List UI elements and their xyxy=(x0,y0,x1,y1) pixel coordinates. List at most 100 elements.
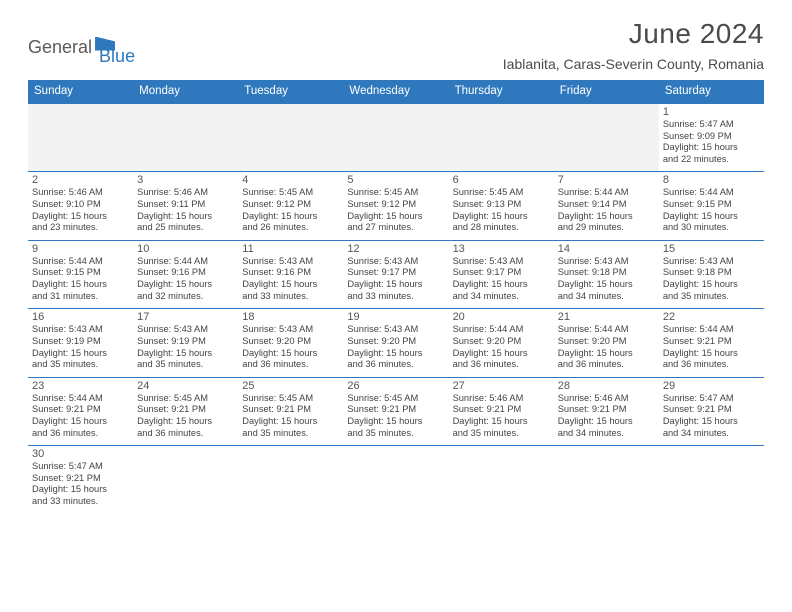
day-number: 29 xyxy=(663,380,760,392)
day-number: 12 xyxy=(347,243,444,255)
day-number: 27 xyxy=(453,380,550,392)
weekday-header: Thursday xyxy=(449,80,554,104)
brand-part1: General xyxy=(28,37,92,58)
day-info: Sunrise: 5:43 AMSunset: 9:17 PMDaylight:… xyxy=(453,256,550,302)
calendar-cell: 6Sunrise: 5:45 AMSunset: 9:13 PMDaylight… xyxy=(449,172,554,240)
day-info: Sunrise: 5:44 AMSunset: 9:20 PMDaylight:… xyxy=(453,324,550,370)
calendar-cell: 16Sunrise: 5:43 AMSunset: 9:19 PMDayligh… xyxy=(28,309,133,377)
calendar-cell: 2Sunrise: 5:46 AMSunset: 9:10 PMDaylight… xyxy=(28,172,133,240)
calendar-cell: 21Sunrise: 5:44 AMSunset: 9:20 PMDayligh… xyxy=(554,309,659,377)
page-title: June 2024 xyxy=(503,18,764,50)
weekday-header: Wednesday xyxy=(343,80,448,104)
calendar-cell-empty xyxy=(554,104,659,172)
calendar-cell: 11Sunrise: 5:43 AMSunset: 9:16 PMDayligh… xyxy=(238,240,343,308)
calendar-cell-empty xyxy=(133,446,238,514)
day-number: 3 xyxy=(137,174,234,186)
day-info: Sunrise: 5:46 AMSunset: 9:21 PMDaylight:… xyxy=(453,393,550,439)
weekday-header: Saturday xyxy=(659,80,764,104)
calendar-cell-empty xyxy=(28,104,133,172)
calendar-cell-empty xyxy=(133,104,238,172)
weekday-header: Monday xyxy=(133,80,238,104)
day-number: 19 xyxy=(347,311,444,323)
calendar-cell: 3Sunrise: 5:46 AMSunset: 9:11 PMDaylight… xyxy=(133,172,238,240)
day-number: 23 xyxy=(32,380,129,392)
day-info: Sunrise: 5:47 AMSunset: 9:09 PMDaylight:… xyxy=(663,119,760,165)
day-info: Sunrise: 5:44 AMSunset: 9:16 PMDaylight:… xyxy=(137,256,234,302)
calendar-table: SundayMondayTuesdayWednesdayThursdayFrid… xyxy=(28,80,764,514)
day-number: 1 xyxy=(663,106,760,118)
day-number: 26 xyxy=(347,380,444,392)
day-number: 6 xyxy=(453,174,550,186)
day-info: Sunrise: 5:44 AMSunset: 9:15 PMDaylight:… xyxy=(663,187,760,233)
day-info: Sunrise: 5:43 AMSunset: 9:16 PMDaylight:… xyxy=(242,256,339,302)
day-number: 22 xyxy=(663,311,760,323)
day-info: Sunrise: 5:47 AMSunset: 9:21 PMDaylight:… xyxy=(32,461,129,507)
day-info: Sunrise: 5:46 AMSunset: 9:21 PMDaylight:… xyxy=(558,393,655,439)
day-number: 17 xyxy=(137,311,234,323)
day-info: Sunrise: 5:44 AMSunset: 9:14 PMDaylight:… xyxy=(558,187,655,233)
calendar-row: 16Sunrise: 5:43 AMSunset: 9:19 PMDayligh… xyxy=(28,309,764,377)
calendar-cell: 4Sunrise: 5:45 AMSunset: 9:12 PMDaylight… xyxy=(238,172,343,240)
calendar-row: 2Sunrise: 5:46 AMSunset: 9:10 PMDaylight… xyxy=(28,172,764,240)
day-number: 14 xyxy=(558,243,655,255)
calendar-row: 1Sunrise: 5:47 AMSunset: 9:09 PMDaylight… xyxy=(28,104,764,172)
calendar-cell: 13Sunrise: 5:43 AMSunset: 9:17 PMDayligh… xyxy=(449,240,554,308)
calendar-cell-empty xyxy=(343,104,448,172)
calendar-cell-empty xyxy=(449,104,554,172)
day-info: Sunrise: 5:45 AMSunset: 9:21 PMDaylight:… xyxy=(347,393,444,439)
calendar-cell: 23Sunrise: 5:44 AMSunset: 9:21 PMDayligh… xyxy=(28,377,133,445)
calendar-cell: 30Sunrise: 5:47 AMSunset: 9:21 PMDayligh… xyxy=(28,446,133,514)
day-info: Sunrise: 5:44 AMSunset: 9:21 PMDaylight:… xyxy=(663,324,760,370)
calendar-cell: 25Sunrise: 5:45 AMSunset: 9:21 PMDayligh… xyxy=(238,377,343,445)
calendar-cell-empty xyxy=(343,446,448,514)
calendar-cell: 7Sunrise: 5:44 AMSunset: 9:14 PMDaylight… xyxy=(554,172,659,240)
calendar-cell: 20Sunrise: 5:44 AMSunset: 9:20 PMDayligh… xyxy=(449,309,554,377)
day-info: Sunrise: 5:43 AMSunset: 9:18 PMDaylight:… xyxy=(558,256,655,302)
weekday-header: Sunday xyxy=(28,80,133,104)
day-number: 16 xyxy=(32,311,129,323)
day-number: 8 xyxy=(663,174,760,186)
day-number: 2 xyxy=(32,174,129,186)
calendar-cell-empty xyxy=(449,446,554,514)
calendar-cell: 27Sunrise: 5:46 AMSunset: 9:21 PMDayligh… xyxy=(449,377,554,445)
location-subtitle: Iablanita, Caras-Severin County, Romania xyxy=(503,56,764,72)
calendar-cell: 17Sunrise: 5:43 AMSunset: 9:19 PMDayligh… xyxy=(133,309,238,377)
calendar-cell: 9Sunrise: 5:44 AMSunset: 9:15 PMDaylight… xyxy=(28,240,133,308)
day-number: 21 xyxy=(558,311,655,323)
day-info: Sunrise: 5:43 AMSunset: 9:20 PMDaylight:… xyxy=(242,324,339,370)
calendar-cell: 24Sunrise: 5:45 AMSunset: 9:21 PMDayligh… xyxy=(133,377,238,445)
calendar-cell: 29Sunrise: 5:47 AMSunset: 9:21 PMDayligh… xyxy=(659,377,764,445)
calendar-cell: 8Sunrise: 5:44 AMSunset: 9:15 PMDaylight… xyxy=(659,172,764,240)
calendar-cell-empty xyxy=(238,104,343,172)
day-info: Sunrise: 5:43 AMSunset: 9:19 PMDaylight:… xyxy=(137,324,234,370)
day-number: 15 xyxy=(663,243,760,255)
day-info: Sunrise: 5:45 AMSunset: 9:12 PMDaylight:… xyxy=(242,187,339,233)
day-number: 7 xyxy=(558,174,655,186)
day-number: 28 xyxy=(558,380,655,392)
day-info: Sunrise: 5:43 AMSunset: 9:20 PMDaylight:… xyxy=(347,324,444,370)
calendar-cell: 12Sunrise: 5:43 AMSunset: 9:17 PMDayligh… xyxy=(343,240,448,308)
day-number: 13 xyxy=(453,243,550,255)
calendar-cell: 14Sunrise: 5:43 AMSunset: 9:18 PMDayligh… xyxy=(554,240,659,308)
day-info: Sunrise: 5:45 AMSunset: 9:21 PMDaylight:… xyxy=(137,393,234,439)
day-info: Sunrise: 5:46 AMSunset: 9:11 PMDaylight:… xyxy=(137,187,234,233)
day-number: 5 xyxy=(347,174,444,186)
calendar-cell: 19Sunrise: 5:43 AMSunset: 9:20 PMDayligh… xyxy=(343,309,448,377)
calendar-cell: 26Sunrise: 5:45 AMSunset: 9:21 PMDayligh… xyxy=(343,377,448,445)
calendar-row: 23Sunrise: 5:44 AMSunset: 9:21 PMDayligh… xyxy=(28,377,764,445)
calendar-cell: 18Sunrise: 5:43 AMSunset: 9:20 PMDayligh… xyxy=(238,309,343,377)
day-number: 9 xyxy=(32,243,129,255)
weekday-header: Friday xyxy=(554,80,659,104)
calendar-row: 30Sunrise: 5:47 AMSunset: 9:21 PMDayligh… xyxy=(28,446,764,514)
calendar-body: 1Sunrise: 5:47 AMSunset: 9:09 PMDaylight… xyxy=(28,104,764,514)
title-block: June 2024 Iablanita, Caras-Severin Count… xyxy=(503,18,764,72)
calendar-cell-empty xyxy=(238,446,343,514)
day-number: 20 xyxy=(453,311,550,323)
calendar-cell: 15Sunrise: 5:43 AMSunset: 9:18 PMDayligh… xyxy=(659,240,764,308)
day-info: Sunrise: 5:43 AMSunset: 9:19 PMDaylight:… xyxy=(32,324,129,370)
day-info: Sunrise: 5:45 AMSunset: 9:21 PMDaylight:… xyxy=(242,393,339,439)
day-info: Sunrise: 5:45 AMSunset: 9:13 PMDaylight:… xyxy=(453,187,550,233)
day-number: 24 xyxy=(137,380,234,392)
calendar-cell-empty xyxy=(659,446,764,514)
day-number: 11 xyxy=(242,243,339,255)
